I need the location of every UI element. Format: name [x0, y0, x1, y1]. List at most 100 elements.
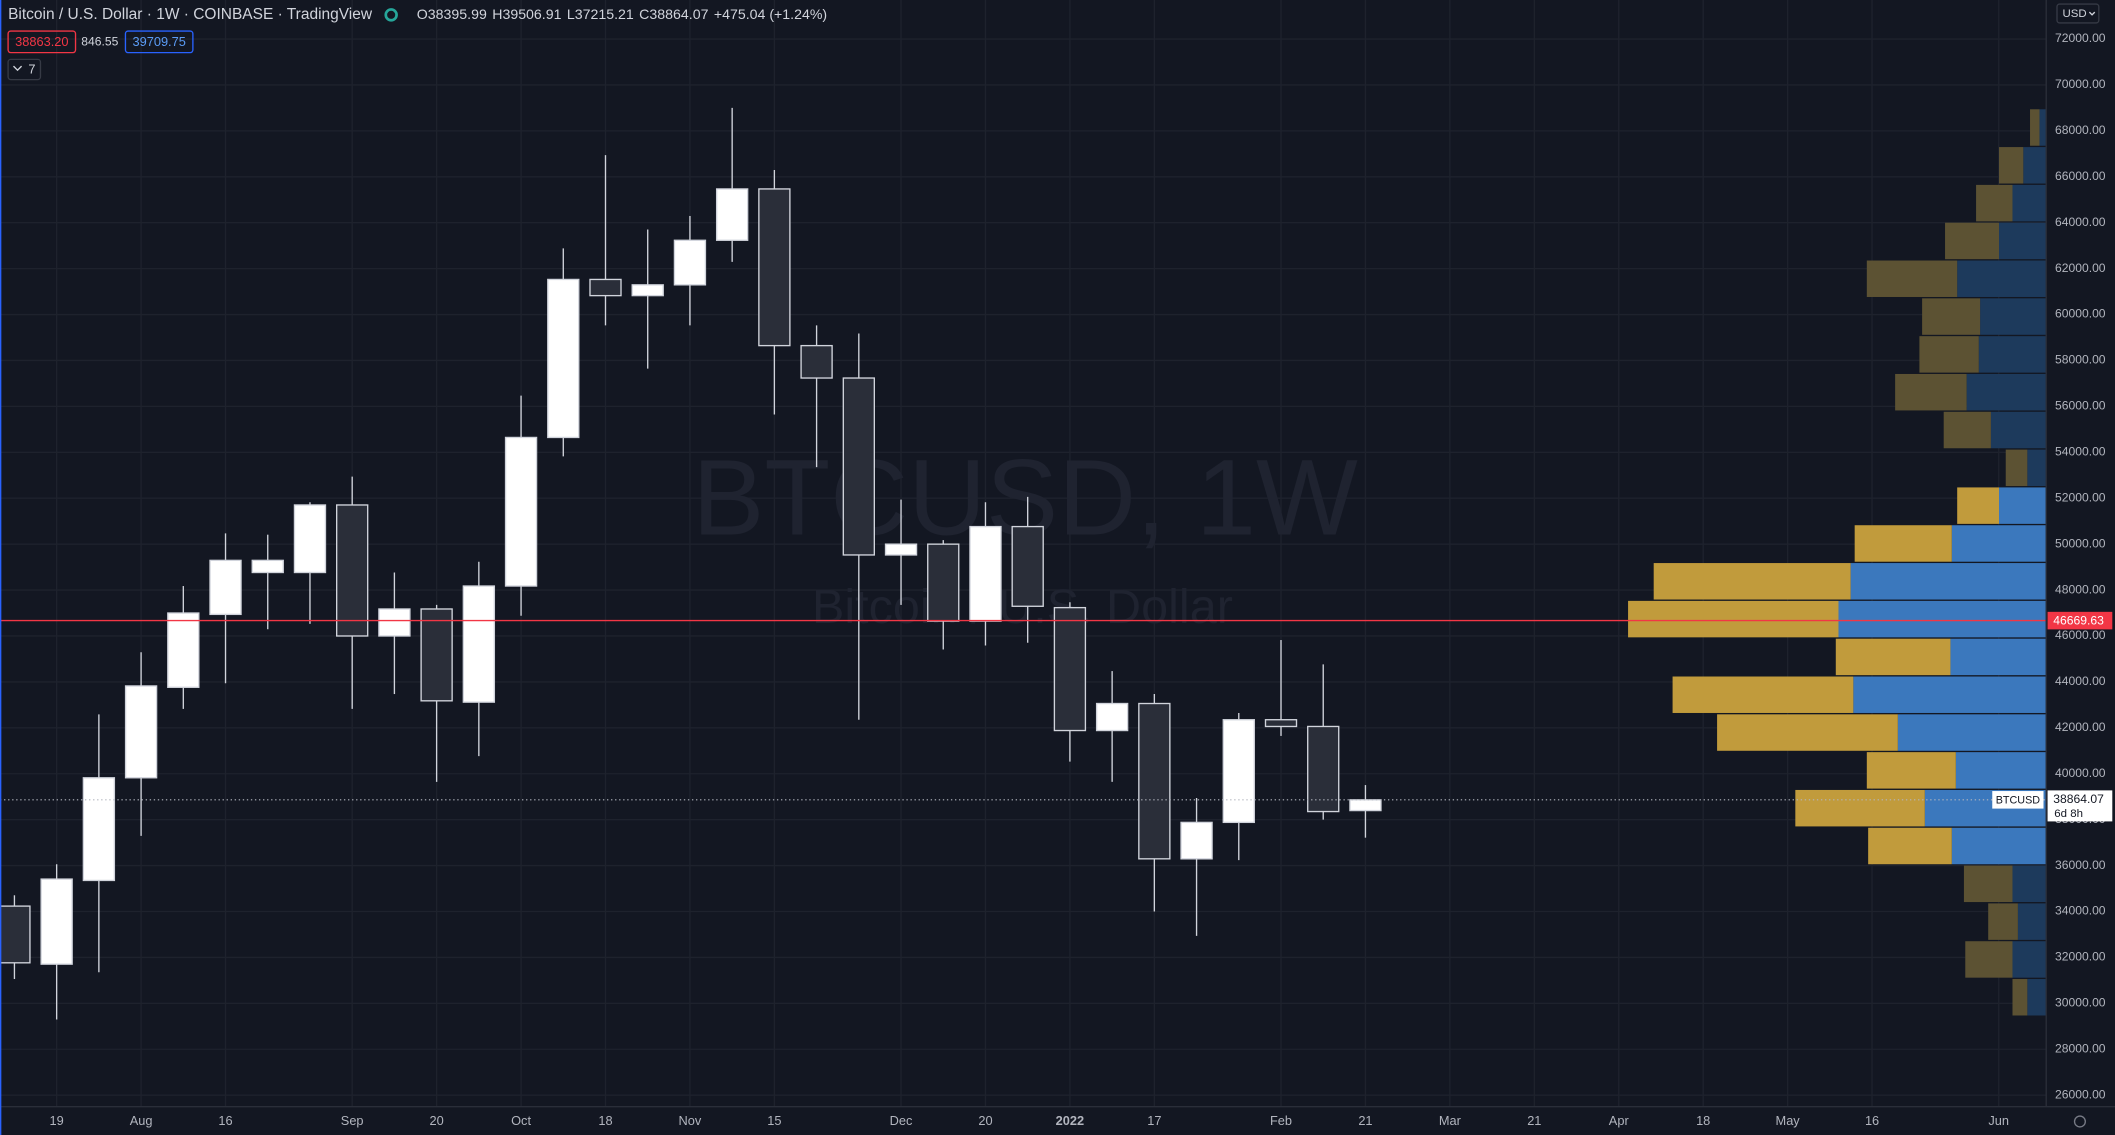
overlay — [0, 619, 2047, 801]
symbol-label-box — [1992, 791, 2044, 809]
y-tick-label: 50000.00 — [2055, 536, 2106, 550]
profile-down — [1866, 260, 1958, 297]
y-tick-label: 72000.00 — [2055, 31, 2106, 45]
candle-body — [1349, 799, 1382, 812]
candle-body — [842, 377, 876, 556]
currency-button[interactable] — [2056, 3, 2100, 24]
profile-up — [2023, 147, 2047, 184]
x-tick-label: Apr — [1609, 1113, 1630, 1128]
candle-body — [800, 344, 833, 379]
candle-body — [40, 878, 73, 965]
ohlc-value: +475.04 (+1.24%) — [714, 7, 827, 23]
profile-down — [1957, 487, 1999, 524]
candle-body — [209, 559, 242, 616]
settings-icon[interactable] — [2073, 1115, 2086, 1128]
profile-down — [2012, 979, 2028, 1016]
y-tick-label: 48000.00 — [2055, 582, 2106, 596]
y-tick-label: 58000.00 — [2055, 353, 2106, 367]
profile-down — [2030, 109, 2040, 146]
y-tick-label: 34000.00 — [2055, 904, 2106, 918]
candle-body — [969, 525, 1002, 622]
candle-body — [82, 777, 116, 882]
indicator-toggle[interactable] — [7, 58, 42, 81]
candle-body — [1264, 719, 1298, 728]
candle-body — [335, 504, 369, 637]
x-tick-label: 21 — [1527, 1113, 1541, 1128]
price-label: 38864.07 — [2053, 792, 2104, 806]
candle-body — [589, 278, 622, 297]
profile-up — [2017, 903, 2047, 940]
countdown: 6d 8h — [2054, 808, 2083, 820]
profile-down — [1965, 941, 2013, 978]
profile-up — [1850, 563, 2047, 600]
profile-up — [2012, 865, 2047, 903]
profile-up — [1957, 260, 2047, 297]
candle-body — [1180, 821, 1213, 860]
profile-up — [1853, 676, 2047, 713]
candle-body — [251, 559, 284, 574]
ohlc-value: C38864.07 — [639, 7, 708, 23]
ohlc-legend: O38395.99 H39506.91 L37215.21 C38864.07 +475… — [417, 7, 827, 23]
indicator-count: 7 — [28, 62, 35, 77]
candle-body — [124, 685, 158, 779]
candles — [0, 107, 1382, 1020]
profile-up — [1951, 827, 2047, 865]
candle-body — [1307, 725, 1340, 813]
x-tick-label: Nov — [679, 1113, 702, 1128]
y-tick-label: 44000.00 — [2055, 674, 2106, 688]
profile-down — [1866, 752, 1956, 789]
candle-body — [462, 585, 496, 703]
candle-body — [1011, 525, 1044, 607]
profile-up — [2027, 979, 2047, 1016]
ohlc-value: L37215.21 — [567, 7, 634, 23]
profile-up — [1966, 373, 2047, 411]
profile-up — [2012, 184, 2047, 222]
y-tick-label: 36000.00 — [2055, 858, 2106, 872]
profile-down — [2005, 449, 2028, 487]
symbol-title: Bitcoin / U.S. Dollar · 1W · COINBASE · … — [8, 6, 373, 23]
x-tick-label: Aug — [130, 1113, 153, 1128]
profile-down — [1943, 411, 1991, 449]
x-tick-label: Feb — [1270, 1113, 1292, 1128]
x-tick-label: 17 — [1147, 1113, 1161, 1128]
x-tick-label: 19 — [50, 1113, 64, 1128]
y-tick-label: 40000.00 — [2055, 766, 2106, 780]
profile-up — [1838, 600, 2047, 638]
profile-up — [1998, 222, 2047, 260]
y-tick-label: 32000.00 — [2055, 950, 2106, 964]
x-tick-label: 2022 — [1056, 1113, 1084, 1128]
price-label-box — [2047, 790, 2113, 822]
profile-up — [1955, 752, 2047, 789]
bid-box[interactable] — [7, 30, 77, 54]
candle-body — [293, 504, 327, 574]
y-tick-label: 62000.00 — [2055, 261, 2106, 275]
profile-up — [1978, 336, 2047, 373]
y-tick-label: 66000.00 — [2055, 169, 2106, 183]
ohlc-value: H39506.91 — [492, 7, 561, 23]
profile-down — [1835, 638, 1951, 676]
candle-body — [504, 436, 538, 587]
profile-down — [1963, 865, 2013, 903]
candle-body — [927, 543, 960, 622]
y-tick-label: 56000.00 — [2055, 399, 2106, 413]
profile-up — [1950, 638, 2047, 676]
ohlc-value: O38395.99 — [417, 7, 487, 23]
candle-body — [547, 278, 580, 439]
profile-down — [1895, 373, 1967, 411]
x-tick-label: Mar — [1439, 1113, 1462, 1128]
x-tick-label: 16 — [218, 1113, 232, 1128]
candle-body — [0, 905, 31, 964]
market-status[interactable] — [384, 8, 398, 22]
x-tick-label: 21 — [1358, 1113, 1372, 1128]
profile-up — [2039, 109, 2047, 146]
candle-body — [715, 188, 749, 241]
currency: USD — [2062, 8, 2086, 20]
profile-down — [1945, 222, 1999, 260]
profile-down — [1988, 903, 2018, 940]
x-tick-label: 20 — [430, 1113, 444, 1128]
profile-up — [1998, 487, 2047, 524]
profile-down — [1922, 298, 1981, 335]
ask-box[interactable] — [124, 30, 194, 54]
